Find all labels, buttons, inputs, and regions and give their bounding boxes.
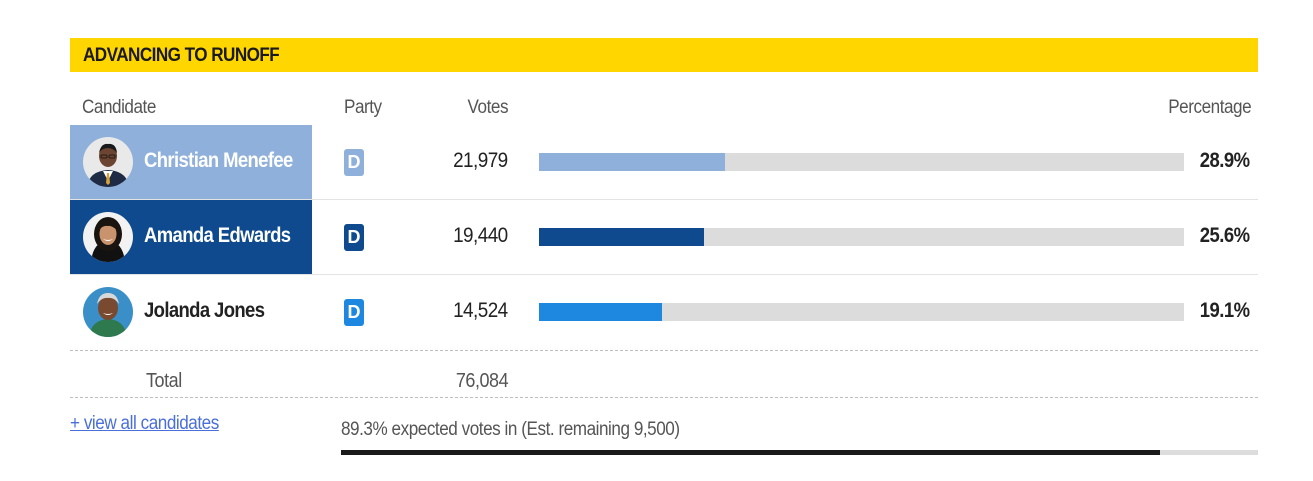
row-divider xyxy=(70,199,1258,200)
candidate-name: Amanda Edwards xyxy=(144,224,291,247)
expected-votes-text: 89.3% expected votes in (Est. remaining … xyxy=(341,419,680,440)
avatar xyxy=(83,287,133,337)
vote-count: 19,440 xyxy=(453,224,508,247)
table-row: Jolanda Jones D 14,524 19.1% xyxy=(70,275,1258,349)
footer-divider xyxy=(70,397,1258,398)
section-title: ADVANCING TO RUNOFF xyxy=(83,45,280,66)
vote-share-bar xyxy=(539,153,1184,171)
column-header-party: Party xyxy=(344,97,382,118)
vote-count: 21,979 xyxy=(453,149,508,172)
column-header-percentage: Percentage xyxy=(1168,97,1251,118)
total-divider xyxy=(70,350,1258,351)
avatar xyxy=(83,137,133,187)
expected-votes-bar xyxy=(341,450,1258,455)
party-badge: D xyxy=(344,149,364,176)
total-votes: 76,084 xyxy=(455,370,509,392)
table-row: Amanda Edwards D 19,440 25.6% xyxy=(70,200,1258,274)
view-all-candidates-link[interactable]: + view all candidates xyxy=(70,413,219,434)
section-header: ADVANCING TO RUNOFF xyxy=(70,38,1258,72)
vote-share-fill xyxy=(539,153,725,171)
row-divider xyxy=(70,274,1258,275)
avatar xyxy=(83,212,133,262)
party-badge: D xyxy=(344,299,364,326)
expected-votes-fill xyxy=(341,450,1160,455)
column-header-votes: Votes xyxy=(467,97,508,118)
vote-share-fill xyxy=(539,303,662,321)
column-header-candidate: Candidate xyxy=(82,97,156,118)
party-badge: D xyxy=(344,224,364,251)
vote-percentage: 28.9% xyxy=(1200,149,1250,172)
total-label: Total xyxy=(146,370,182,392)
vote-percentage: 25.6% xyxy=(1200,224,1250,247)
vote-share-bar xyxy=(539,228,1184,246)
candidate-name: Jolanda Jones xyxy=(144,299,265,322)
candidate-cell[interactable]: Jolanda Jones xyxy=(70,275,312,349)
vote-share-bar xyxy=(539,303,1184,321)
candidate-cell[interactable]: Christian Menefee xyxy=(70,125,312,199)
candidate-cell[interactable]: Amanda Edwards xyxy=(70,200,312,274)
candidate-name: Christian Menefee xyxy=(144,149,293,172)
table-row: Christian Menefee D 21,979 28.9% xyxy=(70,125,1258,199)
vote-percentage: 19.1% xyxy=(1200,299,1250,322)
vote-share-fill xyxy=(539,228,704,246)
vote-count: 14,524 xyxy=(453,299,508,322)
